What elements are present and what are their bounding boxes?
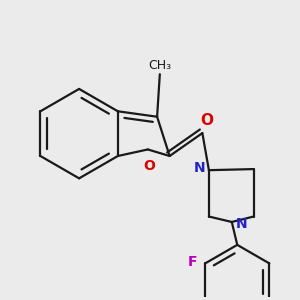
Text: O: O [143, 159, 155, 173]
Text: N: N [236, 217, 247, 231]
Text: CH₃: CH₃ [148, 59, 171, 72]
Text: N: N [194, 161, 205, 175]
Text: F: F [188, 255, 197, 269]
Text: O: O [200, 112, 213, 128]
